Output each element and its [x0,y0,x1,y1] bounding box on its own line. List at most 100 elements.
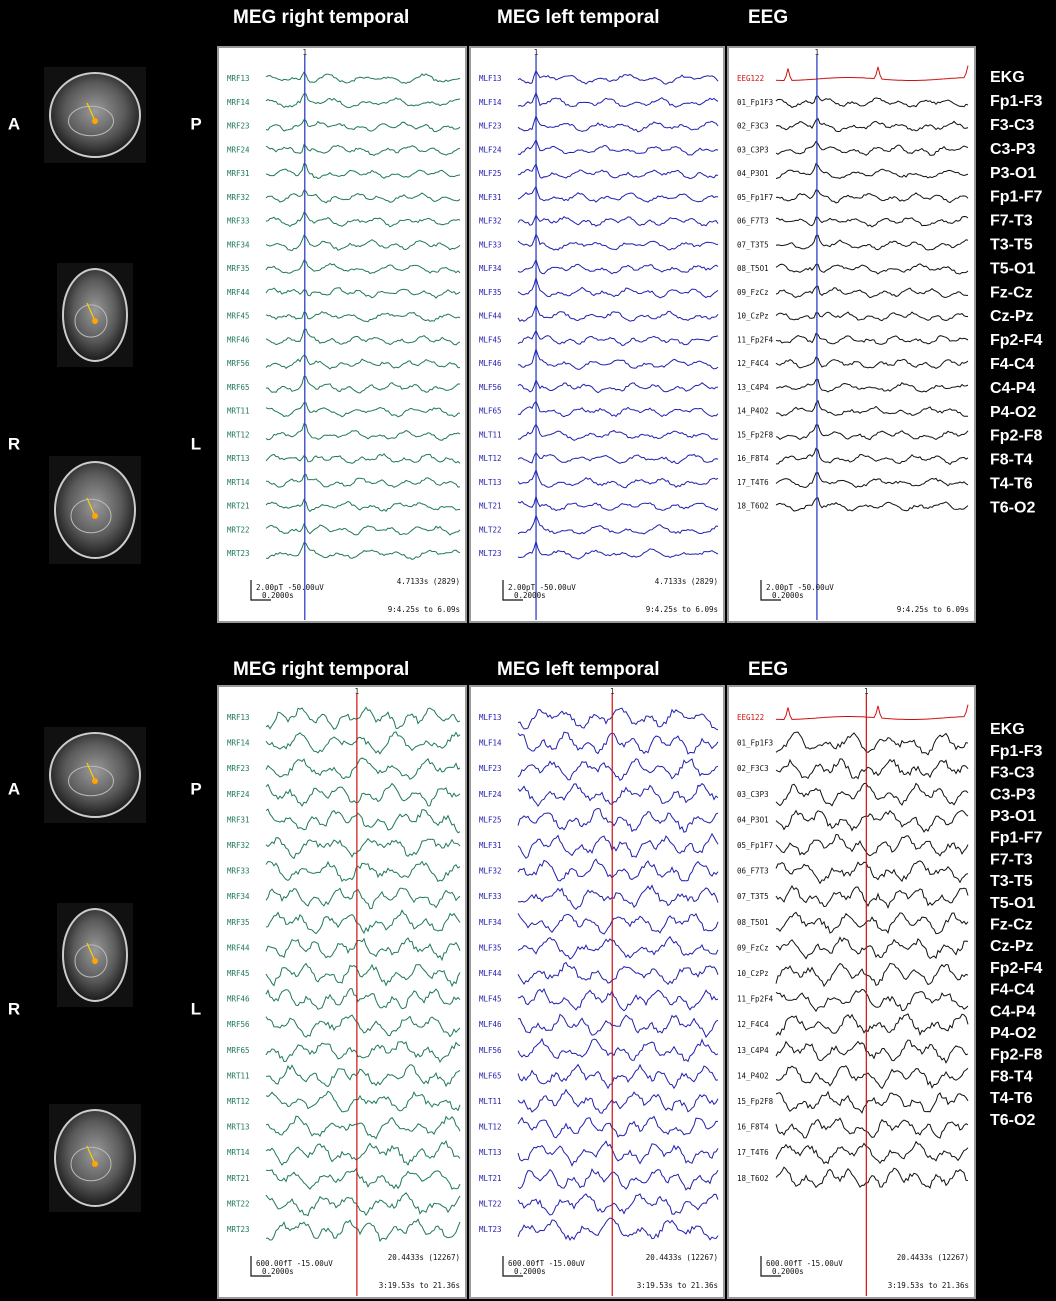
channel-label: MLF25 [479,169,502,178]
time-range: 3:19.53s to 21.36s [888,1281,969,1290]
montage-label: T4-T6 [990,476,1033,493]
cursor-label: 1 [303,48,308,57]
channel-label: MRT13 [227,1123,250,1132]
channel-label: MLF13 [479,74,502,83]
channel-label: MLF45 [479,335,502,344]
channel-label: MLT11 [479,1097,502,1106]
channel-label: MRF33 [227,217,250,226]
channel-label: MRT22 [227,1199,250,1208]
montage-label: Cz-Pz [990,938,1034,955]
channel-label: 07_T3T5 [737,892,769,901]
channel-label: MLT13 [479,478,502,487]
montage-label: F7-T3 [990,851,1033,868]
montage-label: P4-O2 [990,1025,1036,1042]
montage-label: C3-P3 [990,141,1035,158]
channel-label: MLF23 [479,764,502,773]
dipole [92,318,98,324]
channel-label: MRF33 [227,867,250,876]
channel-label: 03_C3P3 [737,145,769,154]
orientation-label: P [190,114,201,133]
montage-label: F8-T4 [990,1068,1033,1085]
channel-label: 16_F8T4 [737,454,769,463]
channel-label: MRF45 [227,969,250,978]
orientation-label: A [8,114,20,133]
orientation-label: A [8,779,20,798]
channel-label: MLF65 [479,407,502,416]
channel-label: MLT21 [479,1174,502,1183]
channel-label: 01_Fp1F3 [737,739,773,748]
channel-label: 01_Fp1F3 [737,98,773,107]
orientation-label: P [190,779,201,798]
channel-label: MLT23 [479,549,502,558]
montage-label: T6-O2 [990,499,1035,516]
channel-label: MLF25 [479,815,502,824]
dipole [92,958,98,964]
montage-label: T5-O1 [990,895,1035,912]
channel-label: MRF65 [227,383,250,392]
montage-label: T5-O1 [990,260,1035,277]
channel-label: 08_T5O1 [737,918,769,927]
time-scale-label: 0.2000s [262,591,294,600]
montage-label: F4-C4 [990,982,1035,999]
montage-label: F8-T4 [990,452,1033,469]
channel-label: MRF14 [227,98,250,107]
montage-label: Fp1-F7 [990,189,1043,206]
orientation-label: R [8,434,20,453]
channel-label: MLF14 [479,739,502,748]
channel-label: MLF35 [479,943,502,952]
channel-label: MLF33 [479,892,502,901]
channel-label: MRT23 [227,549,250,558]
channel-label: MRT23 [227,1225,250,1234]
channel-label: MRT12 [227,430,250,439]
channel-label: MRT14 [227,1148,250,1157]
channel-label: MLT23 [479,1225,502,1234]
cursor-time: 20.4433s (12267) [897,1253,969,1262]
cursor-time: 4.7133s (2829) [397,577,460,586]
channel-label: 14_P4O2 [737,1071,769,1080]
channel-label: MLF32 [479,867,502,876]
montage-label: Fz-Cz [990,917,1033,934]
channel-label: MRF24 [227,790,250,799]
channel-label: 10_CzPz [737,969,769,978]
channel-label: MRF46 [227,335,250,344]
montage-label: C4-P4 [990,380,1035,397]
montage-label: Fp1-F3 [990,93,1043,110]
dipole [92,118,98,124]
panel-header: MEG left temporal [497,659,660,680]
channel-label: MRF24 [227,145,250,154]
channel-label: 07_T3T5 [737,240,769,249]
montage-label: F3-C3 [990,117,1035,134]
montage-label: Fz-Cz [990,284,1033,301]
cursor-label: 1 [355,687,360,696]
montage-label: Fp1-F7 [990,830,1043,847]
channel-label: MLF33 [479,240,502,249]
montage-label: Fp2-F4 [990,960,1043,977]
channel-label: EEG122 [737,74,764,83]
channel-label: MLT21 [479,502,502,511]
mri-image [63,909,127,1001]
time-scale-label: 0.2000s [772,1267,804,1276]
channel-label: 09_FzCz [737,288,769,297]
time-range: 3:19.53s to 21.36s [637,1281,718,1290]
channel-label: MRF32 [227,193,250,202]
channel-label: MRF44 [227,943,250,952]
channel-label: 12_F4C4 [737,359,769,368]
channel-label: 05_Fp1F7 [737,193,773,202]
channel-label: MLF24 [479,790,502,799]
channel-label: 16_F8T4 [737,1123,769,1132]
channel-label: MRT11 [227,407,250,416]
channel-label: MLF56 [479,1046,502,1055]
channel-label: 13_C4P4 [737,1046,769,1055]
channel-label: MLF46 [479,1020,502,1029]
channel-label: 18_T6O2 [737,1174,769,1183]
channel-label: MLT11 [479,430,502,439]
montage-label: T6-O2 [990,1112,1035,1129]
time-range: 3:19.53s to 21.36s [379,1281,460,1290]
montage-label: Fp2-F8 [990,1047,1043,1064]
channel-label: MLF31 [479,193,502,202]
channel-label: MLF45 [479,995,502,1004]
montage-label: T4-T6 [990,1090,1033,1107]
trace-window [218,47,466,622]
cursor-time: 20.4433s (12267) [388,1253,460,1262]
channel-label: MLF23 [479,122,502,131]
